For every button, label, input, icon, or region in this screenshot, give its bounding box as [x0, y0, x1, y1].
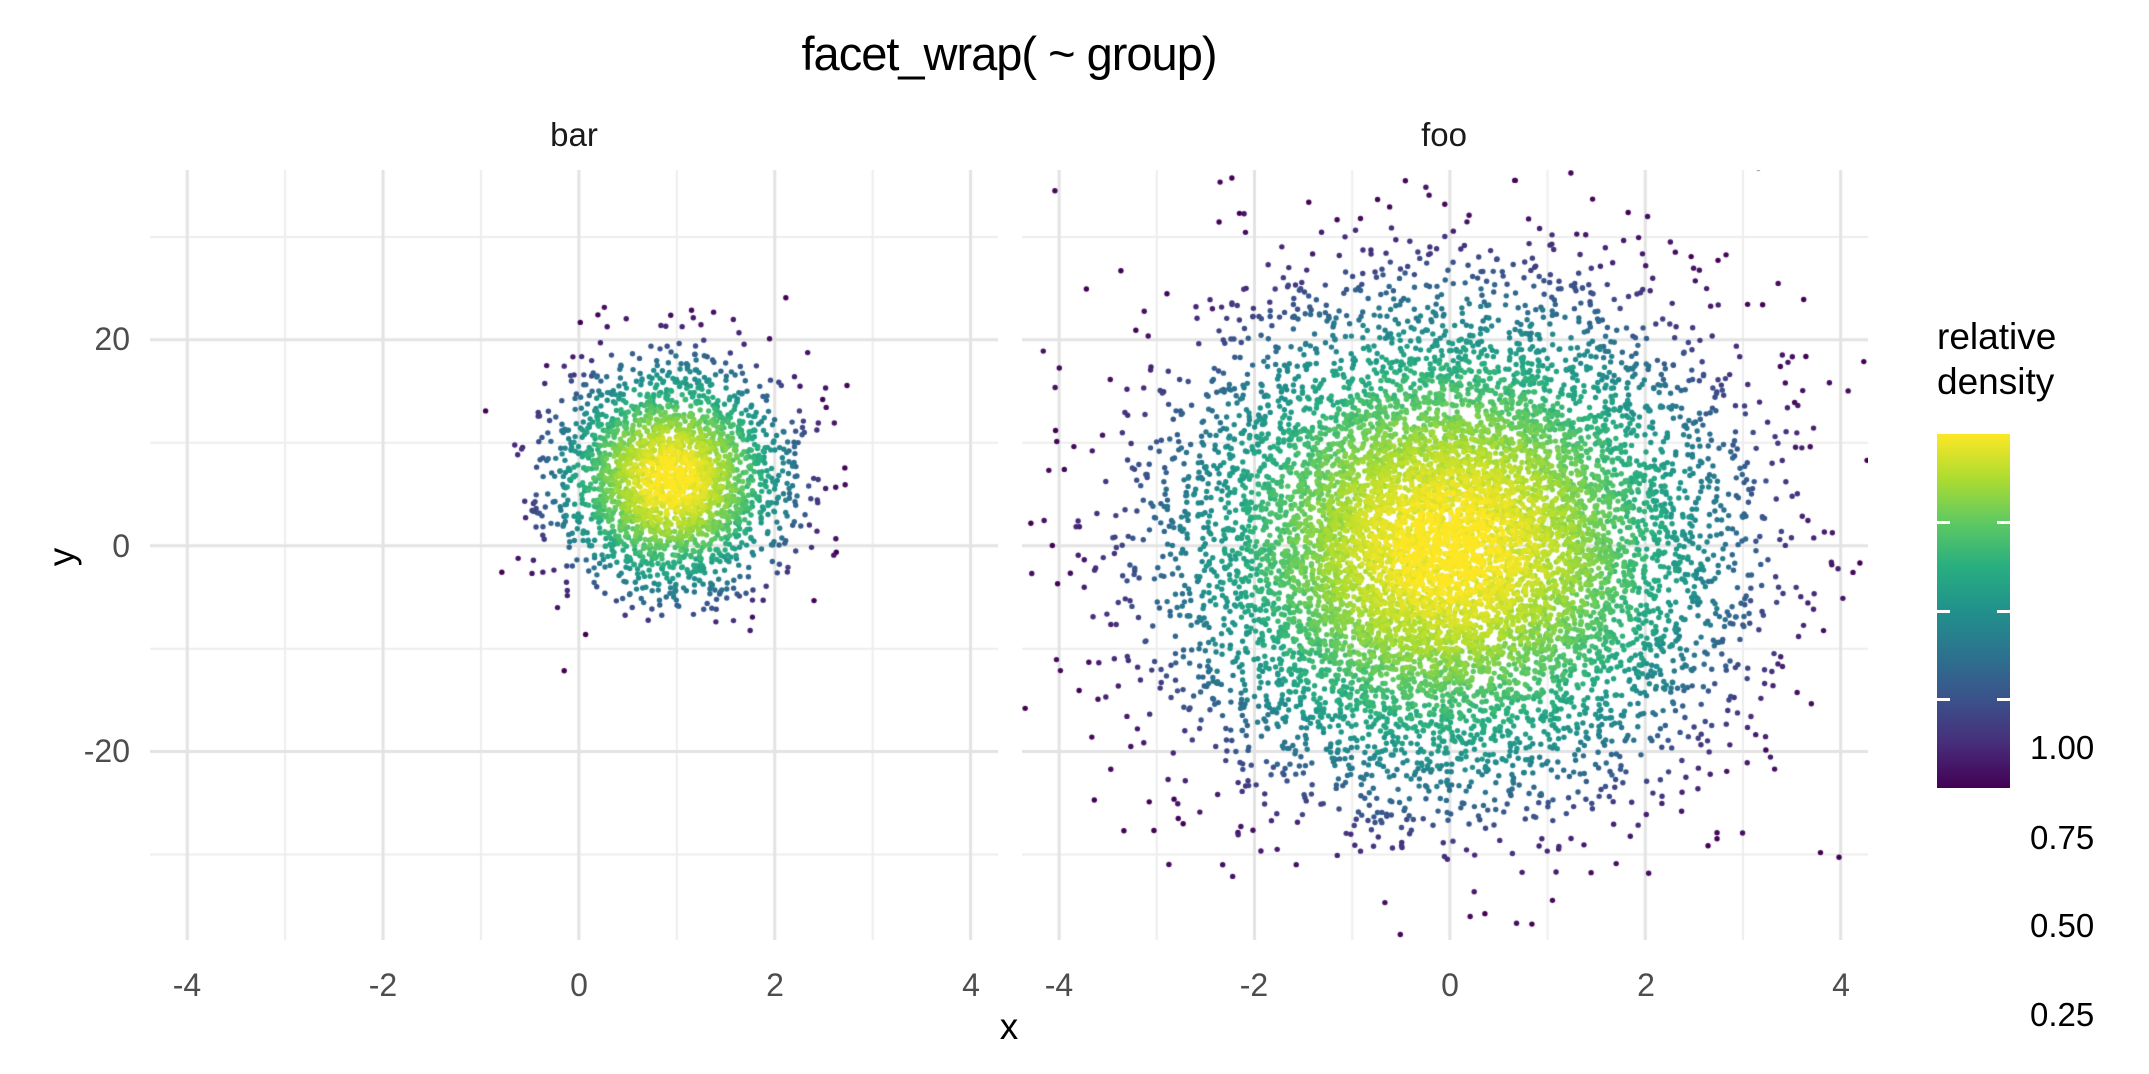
x-axis-title: x	[999, 1006, 1019, 1047]
legend-label-0.75: 0.75	[2030, 819, 2095, 856]
legend-tick-mark	[1997, 698, 2010, 701]
y-tick-label-neg20: -20	[83, 733, 130, 769]
y-axis-title: y	[41, 547, 82, 567]
x-tick-bar-neg4: -4	[172, 967, 202, 1003]
x-tick-foo-4: 4	[1832, 967, 1850, 1003]
legend-tick-mark	[1937, 698, 1950, 701]
x-tick-bar-0: 0	[570, 967, 588, 1003]
x-tick-foo-neg2: -2	[1239, 967, 1269, 1003]
legend-tick-mark	[1997, 609, 2010, 613]
facet-strip-bar: bar	[550, 116, 598, 153]
legend-label-1.00: 1.00	[2030, 729, 2095, 766]
facet-strip-foo: foo	[1421, 116, 1467, 153]
legend-label-0.25: 0.25	[2030, 996, 2095, 1033]
legend-colorbar	[1937, 434, 2010, 788]
legend-label-0.50: 0.50	[2030, 907, 2095, 944]
legend-title: relative density	[1937, 316, 2057, 402]
legend-tick-mark	[1937, 521, 1950, 524]
x-tick-bar-neg2: -2	[368, 967, 398, 1003]
x-tick-bar-4: 4	[962, 967, 980, 1003]
legend-tick-mark	[1997, 521, 2010, 524]
legend-tick-mark	[1937, 609, 1950, 613]
plot-title: facet_wrap( ~ group)	[801, 27, 1218, 80]
legend-relative-density: relative density 1.00 0.75 0.50 0.25	[1937, 314, 2149, 1033]
x-tick-foo-2: 2	[1637, 967, 1655, 1003]
x-tick-foo-neg4: -4	[1044, 967, 1074, 1003]
x-tick-foo-0: 0	[1441, 967, 1459, 1003]
y-tick-label-20: 20	[94, 321, 130, 357]
y-tick-label-0: 0	[112, 528, 130, 564]
panel-foo-canvas	[1022, 170, 1868, 940]
x-tick-bar-2: 2	[766, 967, 784, 1003]
panel-bar-canvas	[150, 170, 998, 940]
